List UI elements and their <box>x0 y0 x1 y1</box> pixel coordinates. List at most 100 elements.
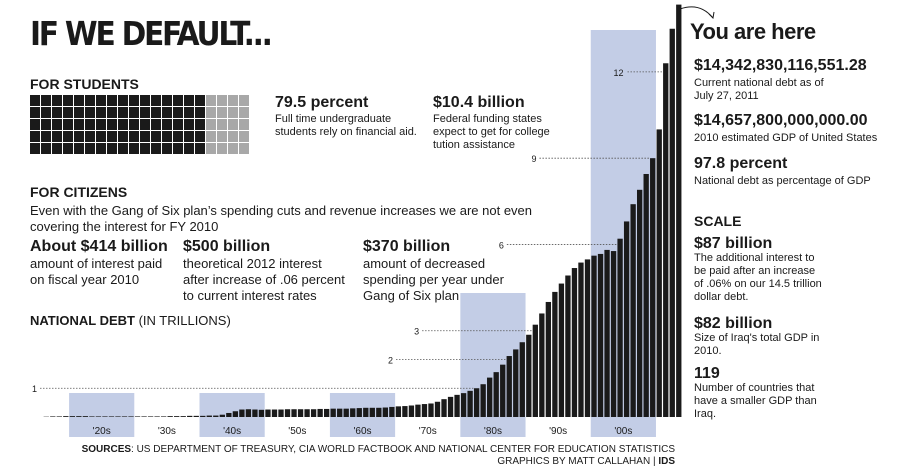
grid-cell <box>118 119 128 130</box>
grid-cell <box>41 107 51 118</box>
debt-bar <box>369 407 375 417</box>
sources-text: : US DEPARTMENT OF TREASURY, CIA WORLD F… <box>131 444 675 455</box>
grid-cell <box>96 107 106 118</box>
pointer-arrow-icon <box>679 6 714 19</box>
scale1-desc4: dollar debt. <box>694 291 749 303</box>
debt-bar <box>591 255 597 417</box>
debt-bar <box>160 416 167 417</box>
debt-bar <box>650 158 656 417</box>
debt-bar <box>565 275 571 417</box>
grid-cell <box>41 143 51 154</box>
grid-cell <box>129 95 139 106</box>
debt-bar <box>108 416 115 417</box>
grid-cell <box>206 143 216 154</box>
debt-bar <box>297 409 304 417</box>
debt-bar <box>487 377 493 417</box>
citizens-intro-line2: covering the interest for FY 2010 <box>30 219 219 234</box>
debt-bar <box>323 408 330 417</box>
debt-bar <box>623 221 630 417</box>
grid-cell <box>217 143 227 154</box>
decade-label: '70s <box>419 426 437 437</box>
grid-cell <box>63 131 73 142</box>
debt-bar <box>610 251 617 417</box>
debt-bar <box>95 416 102 417</box>
students-stat1-desc1: Full time undergraduate <box>275 113 392 125</box>
debt-bar <box>500 364 506 417</box>
decade-label: '00s <box>614 426 632 437</box>
scale2-desc2: 2010. <box>694 345 722 357</box>
grid-cell <box>52 107 62 118</box>
grid-cell <box>228 107 238 118</box>
scale3-desc2: have a smaller GDP than <box>694 395 817 407</box>
debt-bar <box>147 416 154 417</box>
grid-cell <box>206 95 216 106</box>
grid-cell <box>85 131 95 142</box>
grid-cell <box>206 131 216 142</box>
grid-cell <box>195 131 205 142</box>
sources-label: SOURCES <box>81 444 132 455</box>
grid-cell <box>217 119 227 130</box>
grid-cell <box>107 107 117 118</box>
students-stat1-desc2: students rely on financial aid. <box>275 126 417 138</box>
grid-cell <box>239 131 249 142</box>
grid-cell <box>162 143 172 154</box>
debt-bar <box>167 416 173 417</box>
citizens-stat3-desc3: Gang of Six plan <box>363 288 460 303</box>
grid-cell <box>30 131 40 142</box>
debt-bar <box>454 394 460 417</box>
debt-bar <box>180 416 186 417</box>
debt-gdp-pct-value: 97.8 percent <box>694 155 788 172</box>
debt-bar <box>663 63 669 417</box>
grid-cell <box>41 119 51 130</box>
debt-bar <box>219 414 225 417</box>
chart-title-unit: (IN TRILLIONS) <box>134 313 231 328</box>
debt-bar <box>278 409 284 417</box>
debt-bar <box>291 409 297 417</box>
debt-bar <box>571 268 578 417</box>
credit-text: GRAPHICS BY MATT CALLAHAN | <box>497 456 659 467</box>
debt-bar <box>376 407 382 417</box>
debt-bar <box>539 313 545 417</box>
debt-bar <box>408 405 415 417</box>
grid-cell <box>129 131 139 142</box>
grid-cell <box>239 107 249 118</box>
grid-cell <box>184 143 194 154</box>
debt-bar <box>643 173 649 417</box>
gdp-desc1: 2010 estimated GDP of United States <box>694 132 878 144</box>
debt-bar <box>115 416 121 417</box>
grid-cell <box>85 119 95 130</box>
debt-bar <box>310 409 317 417</box>
grid-cell <box>217 95 227 106</box>
debt-bar <box>584 259 591 417</box>
grid-cell <box>96 119 106 130</box>
grid-cell <box>173 107 183 118</box>
grid-cell <box>52 131 62 142</box>
citizens-stat1-value: About $414 billion <box>30 238 168 255</box>
students-stat2-desc2: expect to get for college <box>433 126 550 138</box>
debt-bar <box>402 406 408 417</box>
debt-bar <box>258 409 265 417</box>
debt-bar <box>350 408 356 417</box>
grid-cell <box>30 119 40 130</box>
debt-bar <box>526 334 532 417</box>
grid-cell <box>173 143 183 154</box>
debt-bar <box>656 129 662 417</box>
debt-bar <box>200 415 206 417</box>
debt-bar <box>421 404 428 417</box>
grid-cell <box>118 107 128 118</box>
debt-bar <box>676 4 682 417</box>
decade-label: '30s <box>158 426 176 437</box>
grid-cell <box>195 143 205 154</box>
debt-bar <box>239 409 245 417</box>
grid-cell <box>184 131 194 142</box>
grid-cell <box>107 119 117 130</box>
scale1-value: $87 billion <box>694 235 773 252</box>
debt-bar <box>56 416 62 417</box>
gdp-value: $14,657,800,000,000.00 <box>694 112 868 129</box>
debt-bar <box>134 416 141 417</box>
y-tick-label: 12 <box>613 68 623 78</box>
debt-bar <box>63 416 69 417</box>
grid-cell <box>140 143 150 154</box>
scale3-value: 119 <box>694 365 720 382</box>
